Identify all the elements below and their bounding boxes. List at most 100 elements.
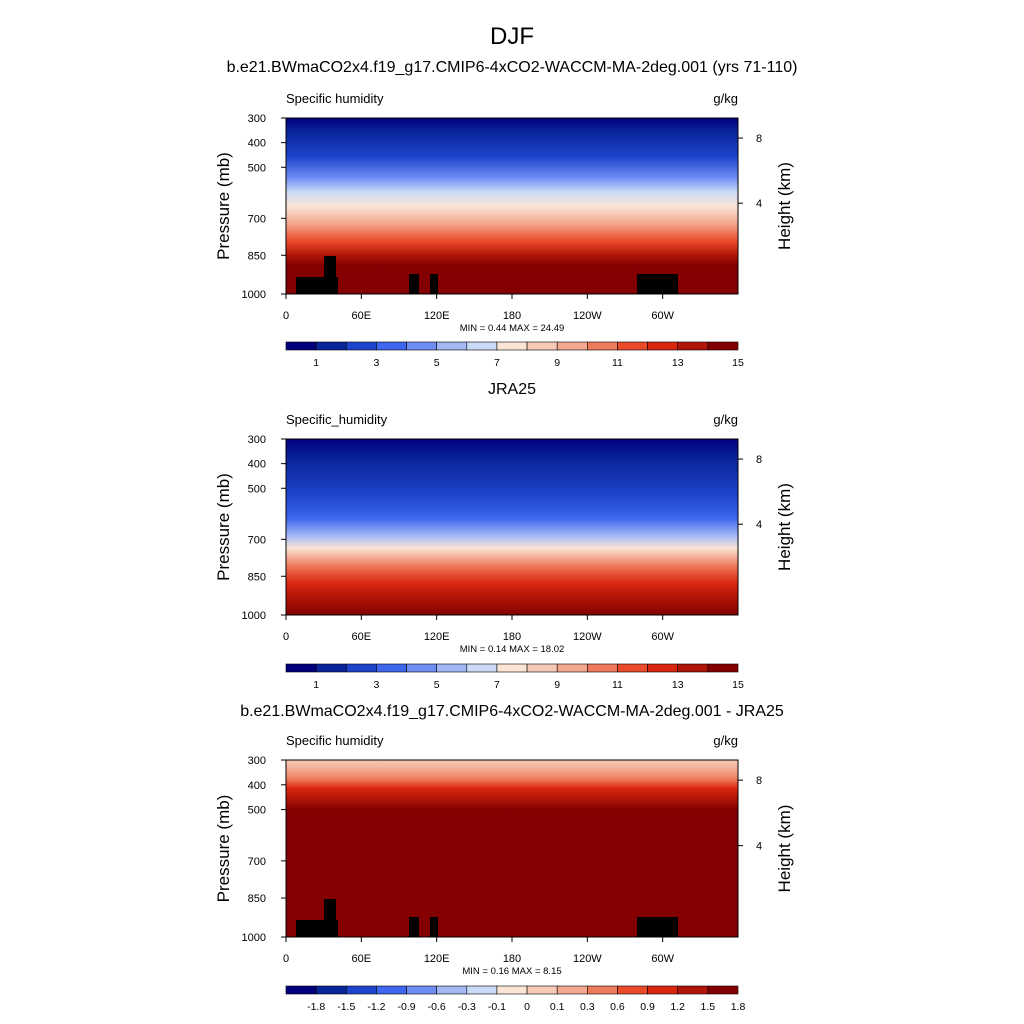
colorbar-swatch	[315, 663, 347, 673]
x-tick-label: 120E	[424, 631, 450, 643]
colorbar-label: 0.1	[550, 1001, 565, 1013]
colorbar-label: 5	[434, 357, 440, 369]
x-tick-label: 60W	[651, 953, 674, 965]
y2-tick-label: 8	[756, 454, 762, 466]
colorbar-label: 3	[373, 357, 379, 369]
colorbar-swatch	[587, 341, 618, 351]
colorbar-swatch	[707, 663, 739, 673]
x-tick-label: 180	[503, 310, 521, 322]
land-mask	[324, 256, 336, 294]
unit-label: g/kg	[713, 91, 738, 106]
x-tick-label: 120W	[573, 310, 602, 322]
x-tick-label: 60W	[651, 631, 674, 643]
y-tick-label: 500	[248, 805, 266, 817]
y-axis-label: Pressure (mb)	[214, 795, 233, 903]
colorbar-swatch	[406, 341, 437, 351]
colorbar-swatch	[556, 985, 588, 995]
colorbar-label: -1.8	[307, 1001, 325, 1013]
land-mask	[324, 899, 336, 937]
x-tick-label: 60E	[352, 310, 372, 322]
colorbar-label: 11	[612, 679, 623, 691]
colorbar-swatch	[617, 663, 648, 673]
y-axis-label: Pressure (mb)	[214, 152, 233, 260]
colorbar-swatch	[315, 985, 347, 995]
colorbar: 1 3 5 7 9 11 13 15	[285, 341, 744, 369]
colorbar-swatch	[285, 341, 317, 351]
colorbar-swatch	[496, 341, 528, 351]
x-tick-label: 120E	[424, 310, 450, 322]
colorbar-swatch	[526, 341, 558, 351]
colorbar-label: 1	[313, 679, 319, 691]
colorbar-swatch	[496, 663, 528, 673]
colorbar-swatch	[617, 341, 648, 351]
x-tick-label: 120W	[573, 631, 602, 643]
x-tick-label: 60W	[651, 310, 674, 322]
y-tick-label: 700	[248, 856, 266, 868]
colorbar-label: 7	[494, 357, 500, 369]
y-tick-label: 400	[248, 138, 266, 150]
y-tick-label: 400	[248, 459, 266, 471]
colorbar-label: -1.5	[337, 1001, 355, 1013]
colorbar-swatch	[345, 341, 377, 351]
y2-axis-label: Height (km)	[775, 805, 794, 893]
colorbar-swatch	[406, 663, 437, 673]
colorbar-swatch	[436, 341, 468, 351]
colorbar-label: -0.1	[488, 1001, 506, 1013]
colorbar-swatch	[285, 985, 317, 995]
colorbar-swatch	[526, 985, 558, 995]
x-tick-label: 120E	[424, 953, 450, 965]
land-mask	[637, 917, 678, 937]
y2-tick-label: 4	[756, 519, 762, 531]
colorbar-swatch	[345, 663, 377, 673]
colorbar-swatch	[677, 985, 709, 995]
x-tick-label: 120W	[573, 953, 602, 965]
colorbar-label: 1.2	[670, 1001, 685, 1013]
x-tick-label: 60E	[352, 631, 372, 643]
colorbar-swatch	[376, 341, 407, 351]
panel-title: JRA25	[488, 381, 536, 398]
x-tick-label: 0	[283, 953, 289, 965]
colorbar-swatch	[707, 985, 739, 995]
y2-tick-label: 4	[756, 198, 762, 210]
colorbar-label: 7	[494, 679, 500, 691]
y-tick-label: 850	[248, 893, 266, 905]
colorbar-swatch	[556, 663, 588, 673]
colorbar-swatch	[556, 341, 588, 351]
panel-title: b.e21.BWmaCO2x4.f19_g17.CMIP6-4xCO2-WACC…	[240, 703, 784, 720]
heatmap-field	[286, 760, 738, 937]
min-max-label: MIN = 0.44 MAX = 24.49	[460, 323, 565, 334]
colorbar-label: 13	[672, 357, 684, 369]
colorbar-swatch	[406, 985, 437, 995]
colorbar-label: 1.5	[701, 1001, 716, 1013]
unit-label: g/kg	[713, 733, 738, 748]
colorbar: 1 3 5 7 9 11 13 15	[285, 663, 744, 691]
variable-label: Specific humidity	[286, 91, 384, 106]
colorbar-swatch	[466, 341, 498, 351]
y-tick-label: 300	[248, 113, 266, 125]
min-max-label: MIN = 0.14 MAX = 18.02	[460, 644, 565, 655]
colorbar-label: 0.3	[580, 1001, 595, 1013]
colorbar-label: 9	[554, 357, 560, 369]
y2-tick-label: 8	[756, 775, 762, 787]
land-mask	[409, 274, 419, 294]
min-max-label: MIN = 0.16 MAX = 8.15	[462, 966, 561, 977]
colorbar-label: 13	[672, 679, 684, 691]
colorbar-label: 0	[524, 1001, 530, 1013]
panel-title: b.e21.BWmaCO2x4.f19_g17.CMIP6-4xCO2-WACC…	[227, 59, 798, 76]
colorbar-label: 0.9	[640, 1001, 655, 1013]
unit-label: g/kg	[713, 412, 738, 427]
colorbar-label: 11	[612, 357, 623, 369]
variable-label: Specific humidity	[286, 733, 384, 748]
heatmap-field	[286, 439, 738, 615]
colorbar-swatch	[315, 341, 347, 351]
colorbar-swatch	[707, 341, 739, 351]
colorbar-swatch	[466, 663, 498, 673]
colorbar-swatch	[285, 663, 317, 673]
colorbar-label: -0.3	[458, 1001, 476, 1013]
colorbar-swatch	[376, 985, 407, 995]
x-tick-label: 0	[283, 310, 289, 322]
y-tick-label: 1000	[242, 610, 266, 622]
colorbar-swatch	[466, 985, 498, 995]
